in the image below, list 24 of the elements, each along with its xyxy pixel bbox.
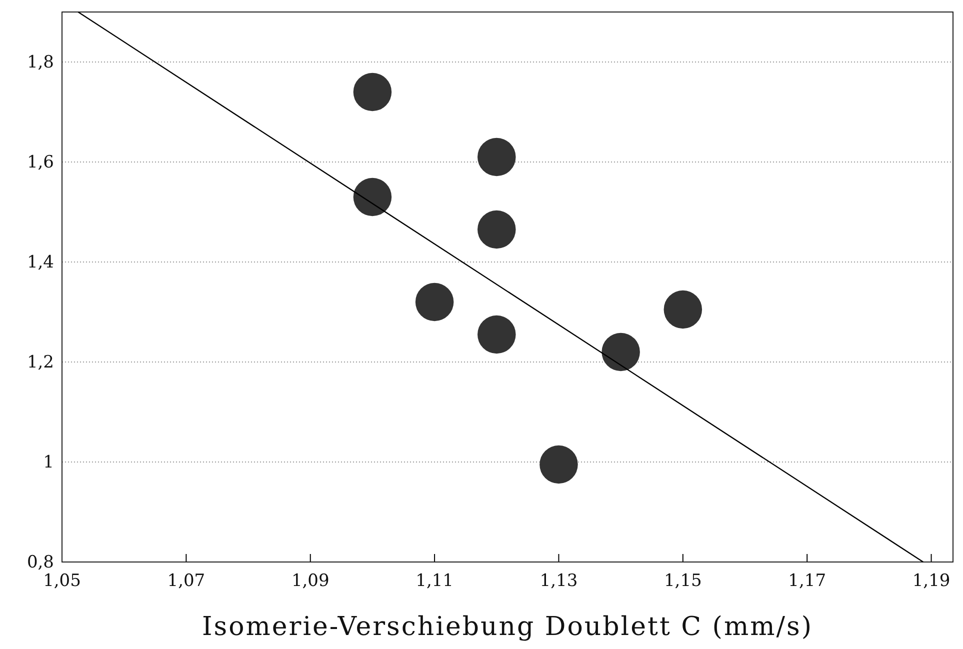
x-tick-label: 1,17 — [788, 571, 826, 592]
y-tick-label: 1 — [43, 452, 54, 472]
point — [540, 445, 578, 484]
x-tick-label: 1,09 — [291, 571, 330, 592]
y-tick-label: 1,4 — [26, 252, 54, 272]
point — [353, 178, 392, 216]
point — [415, 282, 454, 322]
x-tick-label: 1,15 — [664, 571, 702, 592]
y-tick-label: 1,8 — [26, 52, 54, 72]
point — [353, 72, 392, 112]
point — [478, 210, 516, 249]
x-tick-label: 1,19 — [912, 571, 950, 592]
x-tick-label: 1,05 — [43, 571, 81, 592]
x-tick-label: 1,07 — [167, 571, 206, 592]
x-tick-label: 1,11 — [416, 571, 454, 592]
x-tick-label: 1,13 — [540, 571, 578, 592]
point — [478, 315, 516, 354]
y-tick-label: 1,6 — [26, 152, 54, 172]
point — [478, 138, 516, 176]
y-tick-label: 1,2 — [26, 352, 54, 372]
y-tick-label: 0,8 — [26, 552, 54, 572]
point — [664, 290, 702, 329]
x-axis-title: Isomerie-Verschiebung Doublett C (mm/s) — [202, 612, 814, 642]
point — [602, 332, 640, 372]
